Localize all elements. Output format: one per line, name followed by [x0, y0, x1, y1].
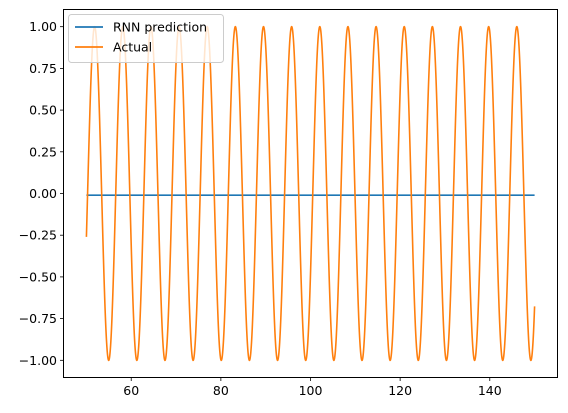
x-axis: 60 80 100 120 140 — [123, 377, 502, 398]
y-tick-label: 0.00 — [29, 186, 57, 201]
y-axis: 1.00 0.75 0.50 0.25 0.00 −0.25 −0.50 −0.75 −1.00 — [19, 19, 64, 368]
y-tick-label: 0.75 — [29, 61, 57, 76]
plot-lines — [85, 25, 536, 362]
x-tick-label: 120 — [388, 383, 412, 398]
legend: RNN prediction Actual — [68, 14, 224, 63]
legend-label: RNN prediction — [113, 20, 207, 35]
y-tick-label: −1.00 — [19, 353, 57, 368]
y-tick-label: 0.25 — [29, 144, 57, 159]
legend-box — [68, 14, 224, 63]
y-tick-label: 0.50 — [29, 103, 57, 118]
y-tick-label: −0.25 — [19, 228, 57, 243]
x-tick-label: 100 — [299, 383, 323, 398]
y-tick-label: −0.75 — [19, 311, 57, 326]
y-tick-label: −0.50 — [19, 269, 57, 284]
x-tick-label: 60 — [123, 383, 139, 398]
x-tick-label: 80 — [213, 383, 229, 398]
x-tick-label: 140 — [478, 383, 502, 398]
legend-label: Actual — [113, 40, 152, 55]
series-line-actual — [85, 25, 536, 362]
axes-frame — [63, 9, 558, 378]
y-tick-label: 1.00 — [29, 19, 57, 34]
